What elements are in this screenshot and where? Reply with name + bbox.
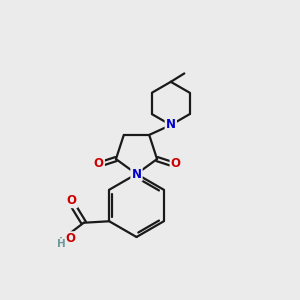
- Text: O: O: [94, 157, 104, 170]
- Text: O: O: [171, 157, 181, 170]
- Text: O: O: [171, 157, 181, 170]
- Text: O: O: [67, 194, 77, 207]
- Text: H: H: [59, 237, 68, 247]
- Text: H: H: [57, 239, 66, 249]
- Text: O: O: [94, 157, 104, 170]
- Text: N: N: [166, 118, 176, 131]
- Text: O: O: [67, 194, 77, 207]
- Text: N: N: [166, 118, 176, 131]
- Text: N: N: [131, 167, 142, 181]
- Text: O: O: [65, 232, 75, 245]
- Text: O: O: [65, 232, 75, 245]
- Text: N: N: [131, 167, 142, 181]
